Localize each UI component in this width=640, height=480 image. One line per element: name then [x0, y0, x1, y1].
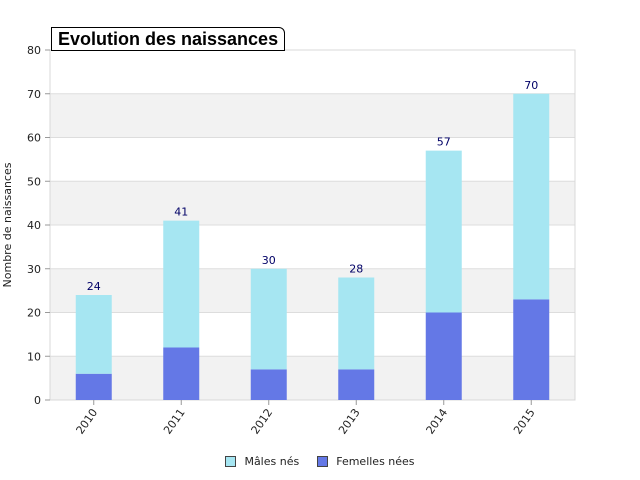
bar-males-2011[interactable] [163, 220, 200, 348]
legend-swatch-females [317, 456, 329, 467]
bar-femelles-2013[interactable] [338, 369, 375, 400]
y-axis: 0 10 20 30 40 50 60 70 80 [27, 44, 50, 407]
bar-femelles-2015[interactable] [513, 299, 550, 400]
y-tick-label: 10 [27, 350, 41, 363]
y-tick-label: 80 [27, 44, 41, 57]
bar-males-2012[interactable] [250, 268, 287, 370]
x-tick-label: 2011 [161, 406, 188, 436]
bar-males-2010[interactable] [75, 295, 112, 374]
grid-band [50, 181, 575, 225]
grid-band [50, 225, 575, 269]
y-axis-label: Nombre de naissances [1, 162, 14, 287]
grid-band [50, 50, 575, 94]
bar-males-2015[interactable] [513, 93, 550, 300]
x-tick-label: 2013 [336, 406, 363, 436]
total-label: 41 [174, 206, 188, 219]
grid-band [50, 268, 575, 313]
legend-item-males[interactable]: Mâles nés [225, 455, 299, 468]
x-tick-label: 2014 [423, 406, 450, 436]
y-tick-label: 50 [27, 175, 41, 188]
legend-label-males: Mâles nés [244, 455, 300, 468]
total-label: 57 [437, 136, 451, 149]
y-tick-label: 40 [27, 219, 41, 232]
x-tick-label: 2010 [73, 406, 100, 436]
legend-item-females[interactable]: Femelles nées [317, 455, 415, 468]
total-label: 30 [262, 254, 276, 267]
legend-swatch-males [225, 456, 237, 467]
bar-males-2014[interactable] [425, 150, 462, 313]
y-tick-label: 0 [34, 394, 41, 407]
grid-band [50, 93, 575, 138]
total-label: 70 [524, 79, 538, 92]
bar-males-2013[interactable] [338, 277, 375, 370]
x-axis: 2010 2011 2012 2013 2014 2015 [73, 400, 538, 437]
grid-band [50, 137, 575, 182]
bar-femelles-2012[interactable] [250, 369, 287, 400]
chart-title: Evolution des naissances [51, 27, 286, 51]
x-tick-label: 2012 [248, 406, 275, 436]
y-tick-label: 60 [27, 132, 41, 145]
bars [75, 93, 550, 401]
y-tick-label: 30 [27, 263, 41, 276]
legend-label-females: Femelles nées [336, 455, 415, 468]
total-label: 24 [87, 280, 101, 293]
plot-bands [50, 50, 575, 400]
grid-band [50, 312, 575, 357]
y-tick-label: 20 [27, 307, 41, 320]
legend: Mâles nés Femelles nées [0, 455, 640, 468]
bar-femelles-2014[interactable] [425, 312, 462, 401]
y-tick-label: 70 [27, 88, 41, 101]
total-labels: 24 41 30 28 57 70 [87, 79, 539, 293]
grid-band [50, 356, 575, 400]
bar-femelles-2011[interactable] [163, 347, 200, 401]
bar-femelles-2010[interactable] [75, 373, 112, 400]
x-tick-label: 2015 [511, 406, 538, 436]
total-label: 28 [349, 263, 363, 276]
